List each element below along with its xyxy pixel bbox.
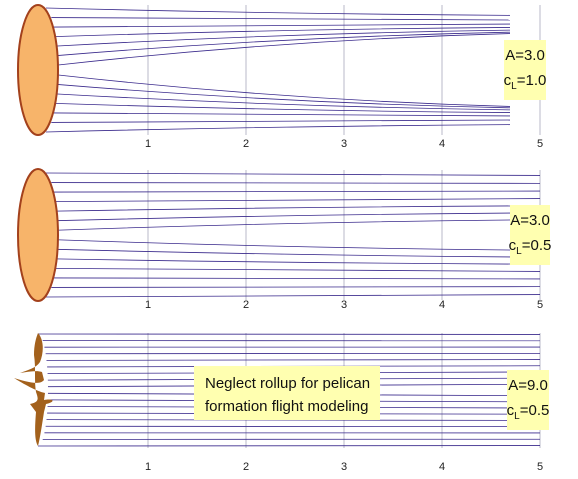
label-part: =0.5 xyxy=(520,402,550,419)
wake-line xyxy=(53,190,541,193)
wake-line xyxy=(54,198,541,203)
wake-line xyxy=(55,83,511,109)
tick-label: 4 xyxy=(439,461,445,473)
label-box xyxy=(510,205,550,265)
aspect-ratio-label: A=9.0 xyxy=(508,377,548,394)
elliptic-wing xyxy=(17,168,59,302)
wake-line xyxy=(55,93,511,111)
pelican-wing xyxy=(14,333,53,446)
wake-line xyxy=(51,17,511,21)
tick-label: 3 xyxy=(341,461,347,473)
wake-line xyxy=(53,23,511,28)
wake-line xyxy=(54,102,511,113)
wake-line xyxy=(55,258,541,265)
lift-coefficient-label: cL=0.5 xyxy=(507,402,550,422)
wake-line xyxy=(45,172,541,176)
tick-label: 4 xyxy=(439,138,445,150)
label-part: L xyxy=(511,81,517,92)
tick-label: 3 xyxy=(341,138,347,150)
label-part: L xyxy=(514,411,520,422)
wake-line xyxy=(55,205,541,212)
label-box xyxy=(504,40,546,100)
label-part: =0.5 xyxy=(522,237,552,254)
tick-label: 4 xyxy=(439,299,445,311)
label-part: c xyxy=(504,72,512,89)
wake-lines xyxy=(37,5,541,448)
note-text: formation flight modeling xyxy=(205,398,368,415)
tick-label: 2 xyxy=(243,299,249,311)
lift-coefficient-label: cL=0.5 xyxy=(509,237,552,257)
elliptic-wing xyxy=(17,4,59,136)
label-part: c xyxy=(509,237,517,254)
wake-line xyxy=(51,182,541,184)
wake-line xyxy=(51,286,541,288)
label-box xyxy=(507,370,549,430)
aspect-ratio-label: A=3.0 xyxy=(510,212,550,229)
wake-line xyxy=(54,27,511,38)
wake-line xyxy=(53,112,511,117)
tick-label: 5 xyxy=(537,461,543,473)
tick-label: 3 xyxy=(341,299,347,311)
wake-line xyxy=(55,212,541,222)
wake-line xyxy=(55,31,511,57)
wake-line xyxy=(45,294,541,298)
wake-line xyxy=(53,277,541,280)
wake-line xyxy=(46,419,541,421)
tick-label: 1 xyxy=(145,138,151,150)
tick-label: 1 xyxy=(145,299,151,311)
tick-label: 1 xyxy=(145,461,151,473)
wake-line xyxy=(55,239,541,251)
wake-line xyxy=(51,119,511,123)
wake-line xyxy=(55,248,541,258)
wake-line xyxy=(45,7,511,16)
note-text: Neglect rollup for pelican xyxy=(205,375,370,392)
label-part: =1.0 xyxy=(517,72,547,89)
wake-line xyxy=(54,267,541,272)
wake-line xyxy=(55,33,511,66)
label-part: c xyxy=(507,402,515,419)
lift-coefficient-label: cL=1.0 xyxy=(504,72,547,92)
aspect-ratio-label: A=3.0 xyxy=(505,47,545,64)
wake-line xyxy=(55,29,511,47)
tick-label: 5 xyxy=(537,299,543,311)
tick-label: 5 xyxy=(537,138,543,150)
label-part: L xyxy=(516,246,522,257)
wake-line xyxy=(55,219,541,231)
tick-label: 2 xyxy=(243,461,249,473)
tick-label: 2 xyxy=(243,138,249,150)
note-box xyxy=(194,366,380,420)
wake-line xyxy=(55,74,511,107)
wake-line xyxy=(46,359,541,361)
wake-line xyxy=(45,124,511,133)
